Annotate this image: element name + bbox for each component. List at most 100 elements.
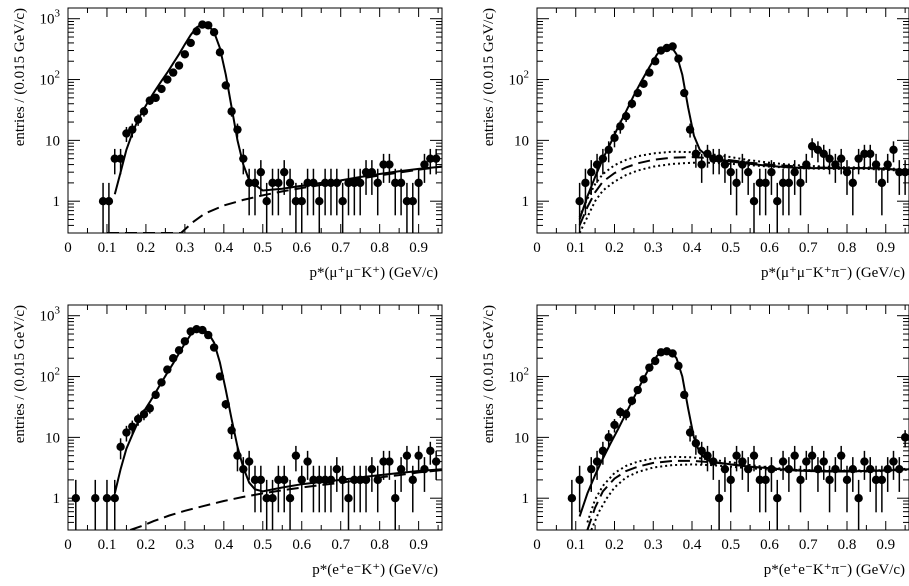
data-point [714, 493, 724, 503]
data-point [871, 475, 881, 485]
x-tick-label: 0.2 [605, 240, 624, 256]
data-point [567, 493, 577, 503]
data-point [116, 442, 125, 451]
data-point [604, 433, 613, 442]
data-point [268, 178, 277, 188]
data-point [315, 196, 324, 206]
data-point [581, 178, 590, 188]
x-axis-label: p*(e⁺e⁻K⁺) (GeV/c) [312, 562, 438, 578]
data-point [813, 145, 823, 154]
x-tick-label: 0.1 [566, 240, 585, 256]
data-point [592, 457, 602, 466]
y-axis-label: entries / (0.015 GeV/c) [481, 305, 497, 443]
data-point [761, 475, 770, 485]
data-point [790, 451, 799, 460]
data-point [842, 167, 852, 177]
data-point [825, 154, 834, 163]
x-tick-label: 0 [533, 537, 541, 553]
data-point [575, 196, 584, 206]
x-tick-label: 0.4 [214, 537, 233, 553]
data-point [297, 196, 306, 206]
data-point [391, 493, 400, 503]
data-point [778, 457, 788, 466]
y-tick-label: 1 [522, 491, 530, 507]
x-tick-label: 0.2 [605, 537, 624, 553]
data-point [720, 160, 730, 169]
data-point [285, 493, 295, 503]
x-tick-label: 0.6 [292, 240, 311, 256]
x-axis-label: p*(e⁺e⁻K⁺π⁻) (GeV/c) [764, 562, 905, 578]
data-point [575, 475, 584, 485]
data-point [414, 451, 423, 460]
y-tick-label: 10 [45, 430, 60, 446]
data-point [889, 145, 898, 154]
data-point [396, 464, 406, 474]
x-tick-label: 0.3 [176, 537, 195, 553]
data-point [355, 178, 365, 188]
data-point [291, 451, 301, 460]
plot-frame [67, 7, 443, 234]
x-tick-label: 0.2 [137, 240, 156, 256]
y-tick-label: 10 [514, 430, 529, 446]
data-point [778, 178, 788, 188]
data-point [807, 451, 817, 460]
data-point [373, 178, 382, 188]
data-point [291, 196, 301, 206]
data-point [726, 167, 735, 177]
x-tick-label: 0.6 [292, 537, 311, 553]
data-point [767, 167, 776, 177]
y-axis-label: entries / (0.015 GeV/c) [481, 8, 497, 146]
data-point [819, 457, 828, 466]
x-tick-label: 0.5 [721, 537, 740, 553]
data-point [755, 178, 765, 188]
data-point [732, 178, 741, 188]
y-tick-label: 1 [53, 194, 61, 210]
data-point [691, 149, 701, 159]
x-tick-label: 0.4 [683, 240, 702, 256]
data-point [796, 475, 805, 485]
x-tick-label: 0.6 [760, 240, 779, 256]
data-point [755, 475, 765, 485]
fit-background-curve [107, 165, 442, 233]
data-point [104, 196, 114, 206]
panel-top-left: 0 0.1 0.2 0.3 0.4 0.5 0.6 0.7 0.8 0.9 1 10 102 103 p*(… [12, 7, 443, 281]
x-axis-label: p*(μ⁺μ⁻K⁺) (GeV/c) [309, 265, 438, 281]
data-point [720, 464, 730, 474]
y-axis-label: entries / (0.015 GeV/c) [12, 8, 28, 146]
data-point [98, 196, 108, 206]
x-tick-label: 0.7 [799, 240, 818, 256]
data-point [431, 154, 441, 163]
x-tick-label: 0.2 [137, 537, 156, 553]
data-point [244, 457, 254, 466]
y-axis-label: entries / (0.015 GeV/c) [12, 305, 28, 443]
data-point [303, 457, 312, 466]
data-point [773, 493, 782, 503]
data-point [250, 178, 260, 188]
fit-total-curve [578, 44, 909, 220]
data-point [860, 457, 869, 466]
x-tick-label: 0.8 [838, 240, 857, 256]
x-tick-label: 0.8 [370, 240, 389, 256]
fit-total-curve [113, 22, 442, 195]
plot-frame [536, 304, 909, 531]
data-point [784, 178, 794, 188]
data-point [367, 464, 377, 474]
x-tick-label: 0 [533, 240, 541, 256]
data-point [280, 475, 289, 485]
data-point [854, 493, 863, 503]
data-point [391, 178, 400, 188]
data-point [332, 464, 342, 474]
data-point [402, 196, 412, 206]
x-tick-label: 0.3 [176, 240, 195, 256]
data-point [157, 84, 166, 94]
y-tick-label: 102 [509, 69, 530, 89]
y-tick-label: 1 [53, 491, 61, 507]
data-point [749, 451, 759, 460]
y-tick-label: 102 [509, 366, 530, 386]
data-point [877, 178, 887, 188]
y-tick-label: 1 [522, 194, 530, 210]
y-tick-label: 102 [40, 366, 61, 386]
data-point [420, 160, 429, 169]
data-point [848, 178, 858, 188]
data-point [385, 457, 394, 466]
